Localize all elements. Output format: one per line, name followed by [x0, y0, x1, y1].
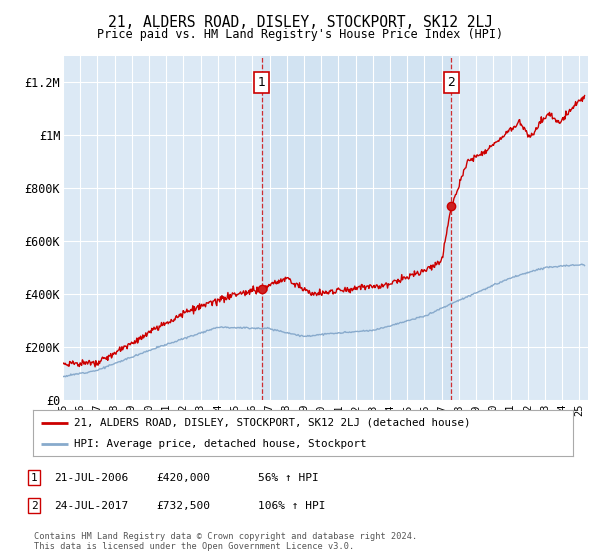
- Text: Contains HM Land Registry data © Crown copyright and database right 2024.
This d: Contains HM Land Registry data © Crown c…: [34, 532, 418, 552]
- Text: 2: 2: [448, 76, 455, 89]
- Text: HPI: Average price, detached house, Stockport: HPI: Average price, detached house, Stoc…: [74, 439, 366, 449]
- Text: 21-JUL-2006: 21-JUL-2006: [54, 473, 128, 483]
- Text: Price paid vs. HM Land Registry's House Price Index (HPI): Price paid vs. HM Land Registry's House …: [97, 28, 503, 41]
- Text: £420,000: £420,000: [156, 473, 210, 483]
- Bar: [262, 56, 451, 400]
- Text: 24-JUL-2017: 24-JUL-2017: [54, 501, 128, 511]
- Text: 21, ALDERS ROAD, DISLEY, STOCKPORT, SK12 2LJ: 21, ALDERS ROAD, DISLEY, STOCKPORT, SK12…: [107, 15, 493, 30]
- Text: 2: 2: [31, 501, 38, 511]
- Text: 1: 1: [258, 76, 266, 89]
- Text: 1: 1: [31, 473, 38, 483]
- Text: £732,500: £732,500: [156, 501, 210, 511]
- Text: 56% ↑ HPI: 56% ↑ HPI: [258, 473, 319, 483]
- Text: 106% ↑ HPI: 106% ↑ HPI: [258, 501, 325, 511]
- Text: 21, ALDERS ROAD, DISLEY, STOCKPORT, SK12 2LJ (detached house): 21, ALDERS ROAD, DISLEY, STOCKPORT, SK12…: [74, 418, 470, 428]
